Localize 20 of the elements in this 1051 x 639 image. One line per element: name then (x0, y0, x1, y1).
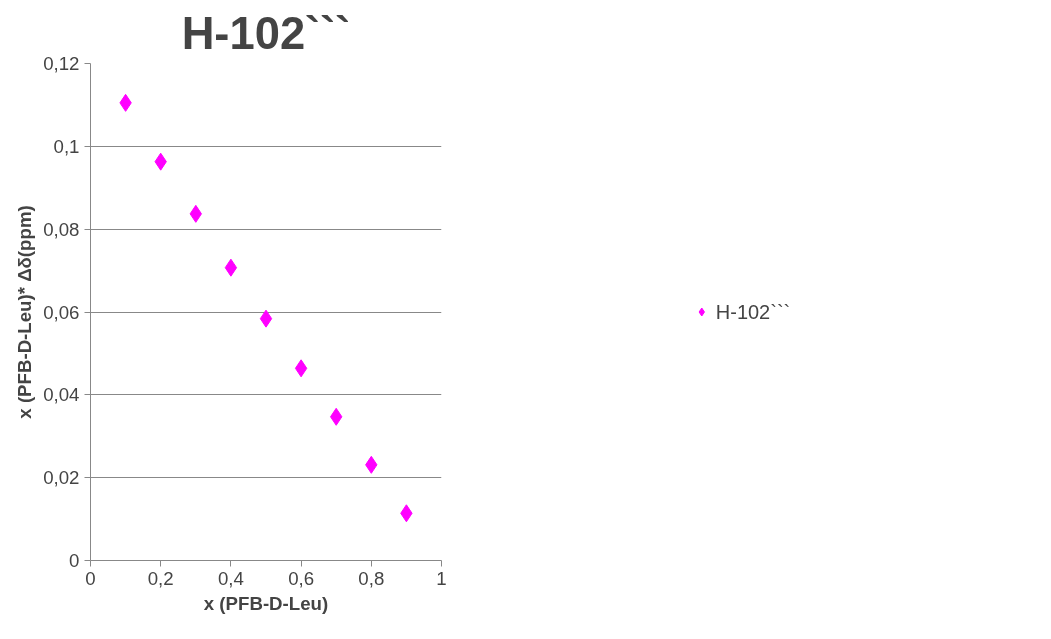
y-tick-label: 0,08 (43, 218, 80, 240)
point (294, 359, 308, 378)
y-axis-title: x (PFB-D-Leu)* Δδ(ppm) (14, 205, 36, 419)
x-tick-label: 0,4 (217, 567, 244, 589)
x-tick-label: 0,2 (147, 567, 174, 589)
y-tick-label: 0 (69, 550, 80, 571)
x-tick-label: 0 (85, 567, 96, 589)
x-tick-label: 0,8 (358, 567, 385, 589)
y-tick-label: 0,12 (43, 53, 80, 74)
y-tick-label: 0,06 (43, 301, 80, 323)
point (224, 258, 238, 277)
y-tick-label: 0,04 (43, 384, 80, 406)
chart-title: H-102``` (181, 7, 351, 59)
x-tick-label: 1 (436, 567, 447, 589)
y-tick-label: 0,02 (43, 467, 80, 489)
y-tick-label: 0,1 (53, 135, 80, 157)
x-tick-label: 0,6 (288, 567, 315, 589)
point (259, 309, 273, 328)
legend-label: H-102``` (715, 300, 791, 323)
x-axis-title: x (PFB-D-Leu) (203, 592, 329, 614)
